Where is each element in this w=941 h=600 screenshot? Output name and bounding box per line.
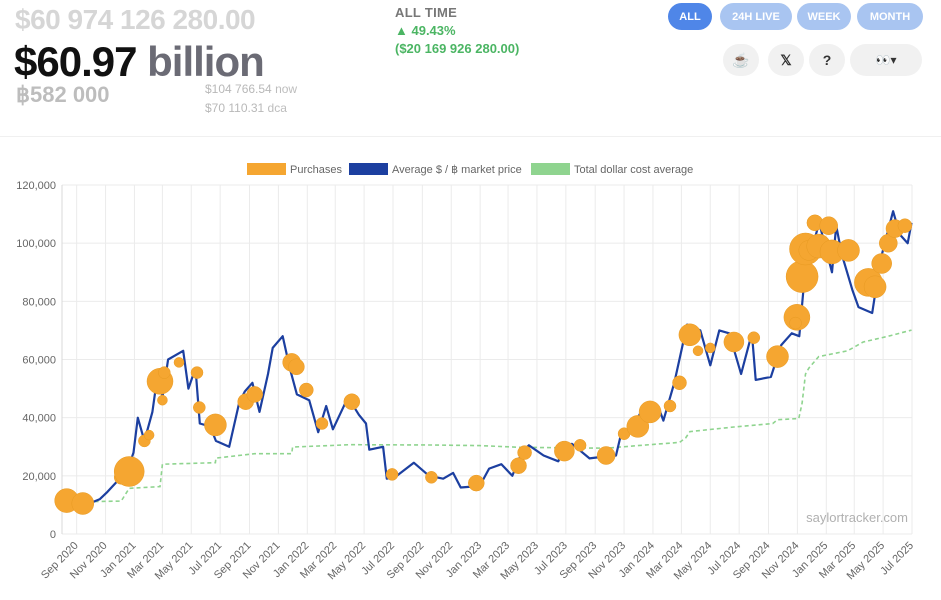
purchase-marker	[678, 323, 702, 347]
purchase-marker	[766, 345, 789, 368]
purchase-marker	[299, 382, 314, 398]
purchase-marker	[837, 239, 860, 262]
purchase-marker	[113, 456, 145, 487]
total-value-unit: billion	[147, 38, 265, 85]
current-price-label: now	[275, 82, 298, 96]
legend-purchases-label: Purchases	[290, 164, 342, 176]
range-24h-live-button[interactable]: 24H LIVE	[720, 3, 792, 30]
purchase-marker	[385, 468, 399, 481]
purchase-marker	[173, 357, 185, 368]
purchase-marker	[573, 439, 587, 452]
chart-legend: Purchases Average $ / ฿ market price Total…	[247, 163, 693, 176]
purchase-marker	[663, 399, 677, 413]
purchase-marker	[554, 440, 575, 462]
watermark: saylortracker.com	[806, 510, 908, 525]
dca-price-value: $70 110.31	[205, 101, 265, 115]
purchase-marker	[71, 492, 95, 515]
purchase-marker	[158, 366, 171, 379]
y-tick-label: 20,000	[22, 471, 56, 483]
header-divider	[0, 136, 941, 137]
purchase-marker	[897, 218, 913, 233]
total-value-full: $60 974 126 280.00	[15, 4, 256, 35]
help-icon[interactable]: ?	[809, 44, 845, 76]
theme-menu-icon[interactable]: 👀▾	[850, 44, 922, 76]
btc-holdings: ฿582 000	[16, 82, 110, 107]
purchase-marker	[638, 400, 662, 424]
legend-dca-swatch	[531, 163, 570, 175]
total-value-headline: $60.97 billion	[14, 38, 265, 86]
purchase-marker	[517, 445, 532, 460]
purchase-marker	[288, 358, 305, 376]
purchase-marker	[672, 375, 687, 391]
purchase-marker	[246, 386, 263, 403]
purchase-markers	[54, 214, 913, 515]
purchase-marker	[315, 417, 329, 430]
purchase-marker	[692, 345, 704, 357]
coffee-icon[interactable]: ☕	[723, 44, 759, 76]
purchase-marker	[747, 331, 761, 344]
all-time-usd-gain: ($20 169 926 280.00)	[395, 41, 520, 56]
y-tick-label: 100,000	[16, 238, 56, 250]
purchase-marker	[789, 316, 802, 330]
legend-dca-label: Total dollar cost average	[574, 164, 693, 176]
purchase-marker	[204, 413, 227, 437]
legend-market-price-label: Average $ / ฿ market price	[392, 164, 522, 176]
range-month-button[interactable]: MONTH	[857, 3, 923, 30]
purchase-marker	[157, 394, 168, 406]
purchase-marker	[785, 260, 819, 293]
purchase-marker	[863, 275, 887, 299]
purchase-marker	[193, 401, 206, 414]
legend-purchases-swatch	[247, 163, 286, 175]
purchase-marker	[723, 331, 745, 353]
x-logo-icon[interactable]: 𝕏	[768, 44, 804, 76]
purchase-marker	[596, 446, 616, 465]
current-price-value: $104 766.54	[205, 82, 272, 96]
purchase-marker	[705, 342, 716, 354]
purchase-marker	[190, 366, 204, 379]
y-tick-label: 120,000	[16, 180, 56, 192]
purchase-marker	[510, 457, 527, 474]
y-tick-label: 80,000	[22, 296, 56, 308]
purchase-marker	[468, 474, 485, 492]
total-value-amount: $60.97	[14, 38, 137, 85]
dca-price-label: dca	[267, 101, 287, 115]
all-time-label: ALL TIME	[395, 5, 458, 20]
purchase-marker	[425, 471, 438, 484]
purchase-marker	[626, 415, 650, 438]
y-tick-label: 60,000	[22, 355, 56, 367]
range-week-button[interactable]: WEEK	[797, 3, 851, 30]
market-price-line	[66, 210, 913, 504]
purchase-marker	[871, 253, 892, 274]
current-price: $104 766.54 now	[205, 82, 297, 96]
y-axis-ticks: 0 20,000 40,000 60,000 80,000 100,000 120,000	[16, 180, 56, 541]
y-tick-label: 0	[50, 529, 56, 541]
y-tick-label: 40,000	[22, 413, 56, 425]
range-all-button[interactable]: ALL	[668, 3, 712, 30]
all-time-percent: ▲ 49.43%	[395, 23, 456, 38]
purchase-marker	[819, 216, 838, 235]
dca-price: $70 110.31 dca	[205, 101, 287, 115]
purchase-marker	[343, 393, 361, 410]
purchase-marker	[143, 429, 155, 441]
legend-market-price-swatch	[349, 163, 388, 175]
